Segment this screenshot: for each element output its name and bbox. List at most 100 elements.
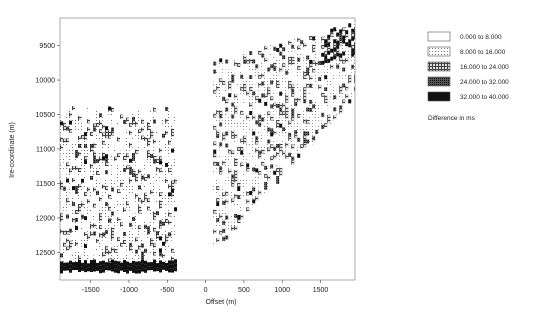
heatmap-cell bbox=[111, 231, 114, 236]
heatmap-cell bbox=[312, 44, 316, 49]
heatmap-cell bbox=[84, 160, 87, 165]
heatmap-cell bbox=[147, 198, 150, 203]
heatmap-cell bbox=[339, 61, 343, 66]
heatmap-cell bbox=[153, 139, 156, 144]
heatmap-cell bbox=[105, 250, 108, 255]
heatmap-cell bbox=[252, 99, 256, 104]
heatmap-cell bbox=[261, 49, 265, 54]
heatmap-cell bbox=[258, 118, 262, 123]
heatmap-cell bbox=[72, 218, 75, 223]
heatmap-cell bbox=[219, 166, 223, 171]
heatmap-cell bbox=[105, 154, 108, 159]
heatmap-cell bbox=[90, 164, 93, 168]
heatmap-cell bbox=[69, 124, 72, 129]
heatmap-cell bbox=[93, 267, 96, 272]
heatmap-cell bbox=[162, 197, 165, 202]
heatmap-cell bbox=[240, 138, 244, 143]
heatmap-cell bbox=[123, 188, 126, 192]
heatmap-cell bbox=[333, 47, 337, 52]
heatmap-cell bbox=[87, 131, 90, 136]
heatmap-cell bbox=[339, 41, 343, 46]
heatmap-cell bbox=[168, 196, 171, 201]
heatmap-cell bbox=[171, 168, 174, 173]
heatmap-cell bbox=[213, 209, 217, 214]
heatmap-cell bbox=[309, 115, 313, 120]
heatmap-cell bbox=[69, 152, 72, 157]
heatmap-cell bbox=[252, 191, 256, 196]
heatmap-cell bbox=[246, 123, 250, 128]
heatmap-cell bbox=[81, 146, 84, 151]
heatmap-cell bbox=[225, 143, 229, 148]
heatmap-cell bbox=[96, 114, 99, 119]
x-axis-title: Offset (m) bbox=[206, 299, 237, 306]
heatmap-cell bbox=[312, 48, 316, 53]
heatmap-cell bbox=[216, 182, 220, 187]
heatmap-cell bbox=[120, 170, 123, 175]
heatmap-cell bbox=[291, 124, 295, 129]
heatmap-cell bbox=[132, 264, 135, 269]
heatmap-cell bbox=[273, 110, 277, 115]
heatmap-cell bbox=[141, 255, 144, 260]
heatmap-cell bbox=[267, 111, 271, 116]
heatmap-cell bbox=[291, 152, 295, 157]
heatmap-cell bbox=[297, 121, 301, 126]
heatmap-cell bbox=[78, 192, 81, 196]
heatmap-cell bbox=[285, 78, 289, 83]
heatmap-cell bbox=[171, 180, 174, 185]
heatmap-cell bbox=[153, 263, 156, 268]
heatmap-cell bbox=[108, 158, 111, 163]
heatmap-cell bbox=[279, 99, 283, 104]
heatmap-cell bbox=[144, 252, 147, 257]
heatmap-cell bbox=[288, 48, 292, 53]
heatmap-cell bbox=[141, 207, 144, 212]
heatmap-cell bbox=[285, 142, 289, 147]
heatmap-cell bbox=[327, 66, 331, 71]
heatmap-cell bbox=[165, 258, 168, 263]
heatmap-cell bbox=[237, 151, 241, 155]
heatmap-cell bbox=[165, 218, 168, 223]
heatmap-cell bbox=[138, 133, 141, 138]
heatmap-cell bbox=[246, 79, 250, 84]
legend-label: 24.000 to 32.000 bbox=[460, 79, 509, 86]
heatmap-cell bbox=[84, 268, 87, 273]
heatmap-cell bbox=[339, 53, 343, 58]
heatmap-cell bbox=[123, 236, 126, 240]
heatmap-cell bbox=[93, 215, 96, 220]
heatmap-cell bbox=[126, 149, 129, 154]
heatmap-cell bbox=[90, 220, 93, 224]
heatmap-cell bbox=[60, 253, 63, 258]
heatmap-cell bbox=[132, 188, 135, 193]
heatmap-cell bbox=[324, 99, 328, 104]
heatmap-cell bbox=[303, 115, 307, 120]
heatmap-cell bbox=[249, 127, 253, 131]
heatmap-cell bbox=[135, 177, 138, 182]
heatmap-cell bbox=[162, 121, 165, 126]
heatmap-cell bbox=[159, 176, 162, 181]
heatmap-cell bbox=[81, 262, 84, 267]
heatmap-cell bbox=[99, 233, 102, 238]
heatmap-cell bbox=[165, 162, 168, 167]
heatmap-cell bbox=[243, 87, 247, 92]
heatmap-cell bbox=[225, 159, 229, 164]
heatmap-cell bbox=[111, 247, 114, 252]
heatmap-cell bbox=[228, 221, 232, 226]
heatmap-cell bbox=[99, 253, 102, 258]
y-axis-title: Ire-coordinate (m) bbox=[9, 122, 16, 178]
heatmap-cell bbox=[138, 145, 141, 150]
heatmap-cell bbox=[222, 220, 226, 225]
heatmap-cell bbox=[246, 191, 250, 196]
heatmap-cell bbox=[84, 176, 87, 181]
heatmap-cell bbox=[270, 156, 274, 161]
heatmap-cell bbox=[216, 178, 220, 183]
heatmap-cell bbox=[60, 181, 63, 186]
heatmap-cell bbox=[90, 260, 93, 264]
heatmap-cell bbox=[243, 119, 247, 124]
heatmap-cell bbox=[84, 232, 87, 237]
heatmap-cell bbox=[162, 221, 165, 226]
heatmap-cell bbox=[258, 114, 262, 119]
heatmap-cell bbox=[306, 67, 310, 72]
heatmap-cell bbox=[234, 202, 238, 206]
heatmap-cell bbox=[225, 219, 229, 224]
heatmap-cell bbox=[327, 118, 331, 123]
heatmap-cell bbox=[258, 74, 262, 79]
